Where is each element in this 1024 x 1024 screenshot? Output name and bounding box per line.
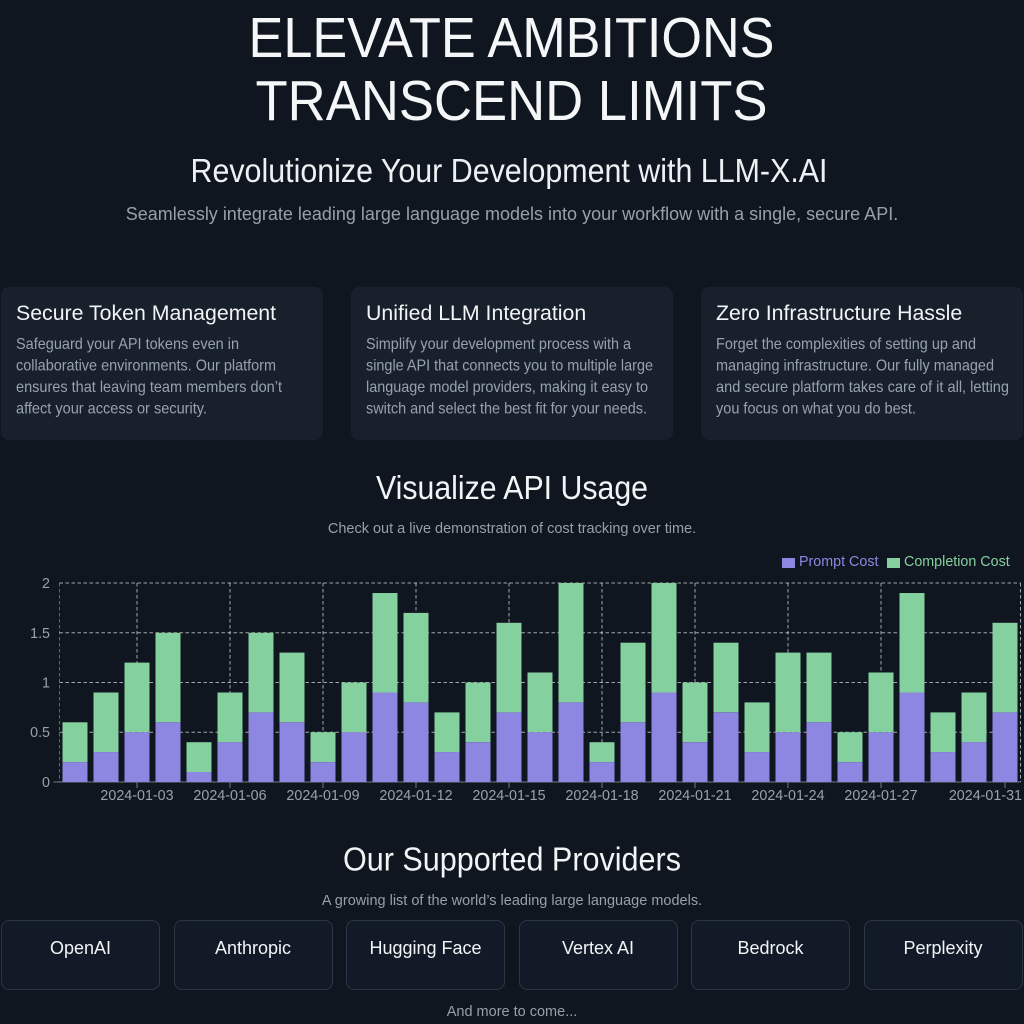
- svg-text:2024-01-24: 2024-01-24: [751, 788, 824, 804]
- svg-text:Simplify your development proc: Simplify your development process with a: [366, 336, 631, 353]
- svg-text:single API that connects you t: single API that connects you to multiple…: [366, 357, 653, 374]
- svg-text:2: 2: [42, 576, 50, 592]
- svg-text:Visualize API Usage: Visualize API Usage: [376, 469, 648, 506]
- svg-text:1.5: 1.5: [30, 626, 50, 642]
- svg-text:1: 1: [42, 676, 50, 692]
- svg-text:2024-01-03: 2024-01-03: [100, 788, 173, 804]
- svg-text:ensures that leaving team memb: ensures that leaving team members don’t: [16, 379, 283, 396]
- svg-text:2024-01-21: 2024-01-21: [658, 788, 731, 804]
- svg-text:2024-01-15: 2024-01-15: [472, 788, 545, 804]
- svg-text:collaborative environments. Ou: collaborative environments. Our platform: [16, 357, 276, 374]
- svg-text:2024-01-31: 2024-01-31: [949, 788, 1022, 804]
- svg-text:Revolutionize Your Development: Revolutionize Your Development with LLM-…: [191, 152, 828, 189]
- svg-text:0: 0: [42, 775, 50, 791]
- svg-text:Safeguard your API tokens even: Safeguard your API tokens even in: [16, 336, 239, 353]
- svg-text:managing infrastructure. Our f: managing infrastructure. Our fully manag…: [716, 357, 994, 374]
- svg-text:2024-01-12: 2024-01-12: [379, 788, 452, 804]
- svg-text:ELEVATE AMBITIONS: ELEVATE AMBITIONS: [249, 6, 775, 70]
- svg-text:and secure platform takes care: and secure platform takes care of it all…: [716, 379, 1009, 396]
- svg-text:Our Supported Providers: Our Supported Providers: [343, 841, 681, 878]
- svg-text:2024-01-27: 2024-01-27: [844, 788, 917, 804]
- svg-text:you focus on what you do best.: you focus on what you do best.: [716, 400, 916, 417]
- svg-text:0.5: 0.5: [30, 725, 50, 741]
- svg-text:affect your access or security: affect your access or security.: [16, 400, 207, 417]
- svg-text:2024-01-18: 2024-01-18: [565, 788, 638, 804]
- svg-text:2024-01-09: 2024-01-09: [286, 788, 359, 804]
- svg-text:language model providers, maki: language model providers, making it easy…: [366, 379, 648, 396]
- svg-text:Forget the complexities of set: Forget the complexities of setting up an…: [716, 336, 976, 353]
- svg-text:TRANSCEND LIMITS: TRANSCEND LIMITS: [256, 69, 768, 133]
- svg-text:2024-01-06: 2024-01-06: [193, 788, 266, 804]
- svg-text:switch and select the best fit: switch and select the best fit for your …: [366, 400, 647, 417]
